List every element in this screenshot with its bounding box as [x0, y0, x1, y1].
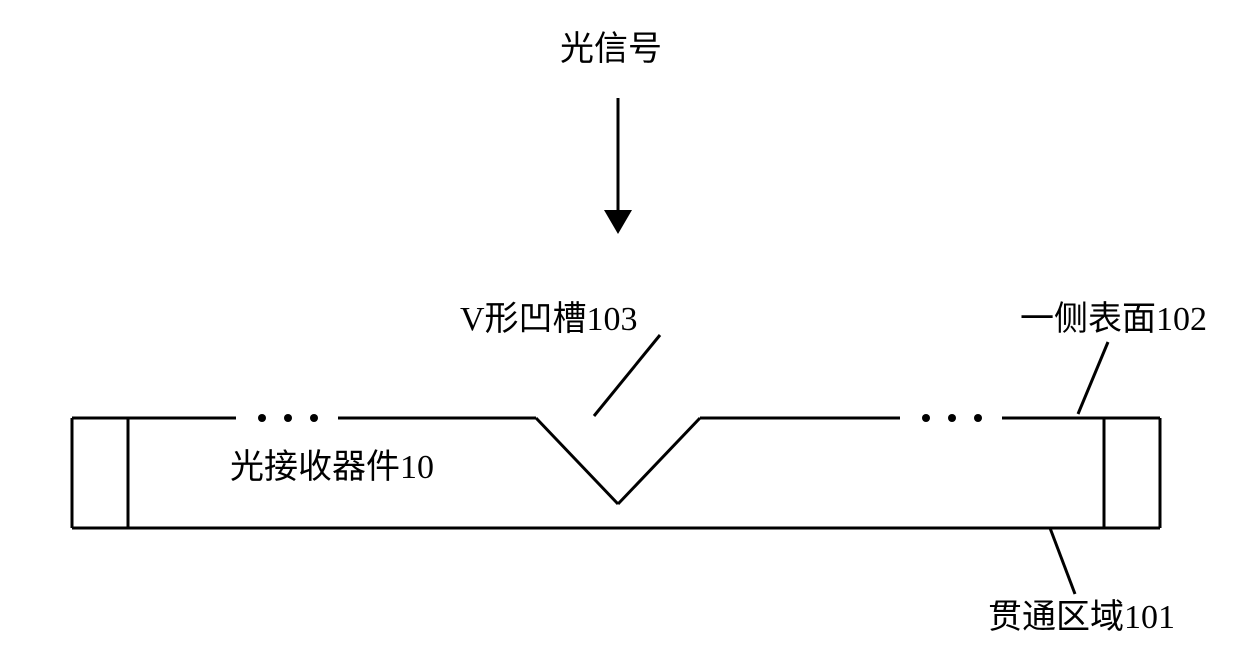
- ellipsis-dot-right-0: [922, 414, 930, 422]
- v-groove-label: V形凹槽103: [460, 300, 638, 338]
- top-surface-label: 一侧表面102: [1020, 300, 1207, 338]
- v-groove-leader: [594, 335, 660, 416]
- signal-arrow-head: [604, 210, 632, 234]
- top-surface-leader: [1078, 342, 1108, 414]
- ellipsis-dot-left-2: [310, 414, 318, 422]
- ellipsis-dot-right-1: [948, 414, 956, 422]
- signal-label: 光信号: [560, 30, 662, 68]
- v-groove-left: [536, 418, 618, 504]
- ellipsis-dot-left-0: [258, 414, 266, 422]
- receiver-label: 光接收器件10: [230, 448, 434, 486]
- through-region-leader: [1050, 528, 1075, 594]
- ellipsis-dot-left-1: [284, 414, 292, 422]
- v-groove-right: [618, 418, 700, 504]
- diagram-canvas: 光信号 V形凹槽103 一侧表面102 贯通区域101 光接收器件10: [0, 0, 1240, 665]
- ellipsis-dot-right-2: [974, 414, 982, 422]
- through-region-label: 贯通区域101: [988, 598, 1175, 636]
